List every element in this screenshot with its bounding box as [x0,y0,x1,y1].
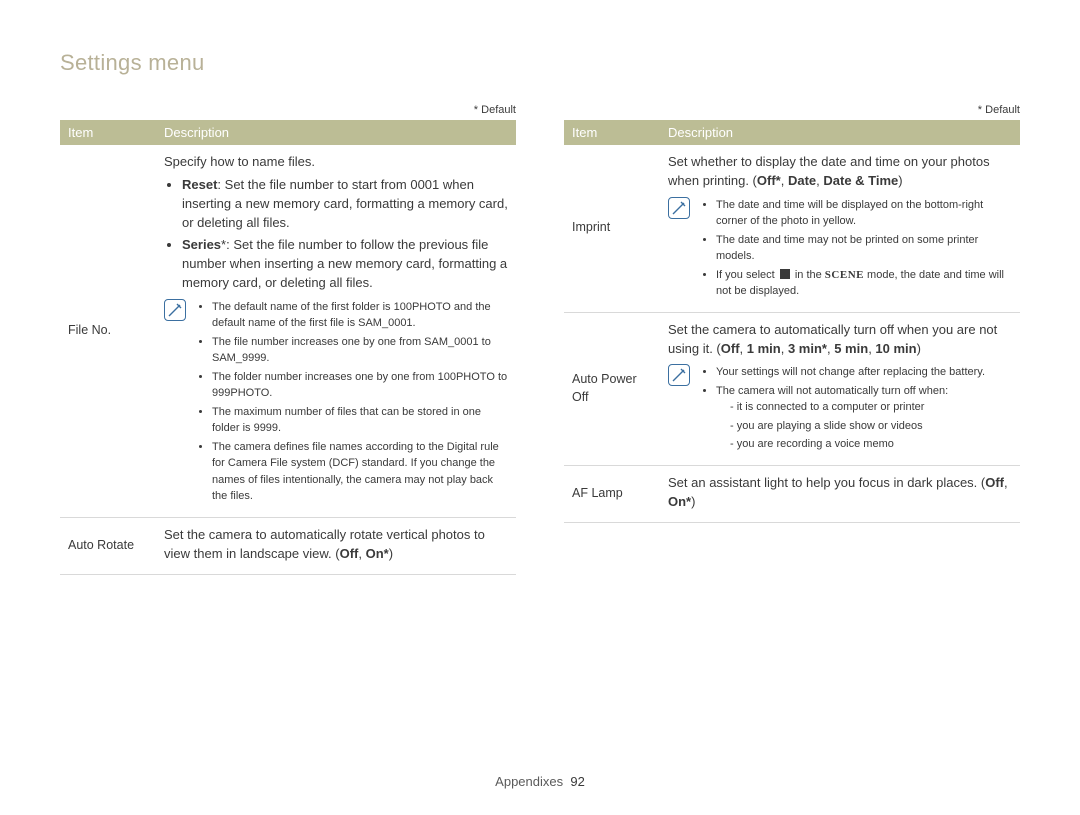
settings-table-left: Item Description File No. Specify how to… [60,120,516,575]
label-af-lamp: AF Lamp [564,465,660,522]
settings-table-right: Item Description Imprint Set whether to … [564,120,1020,523]
default-note-left: * Default [60,104,516,116]
header-item-r: Item [564,120,660,145]
note-icon [668,197,690,219]
right-column: * Default Item Description Imprint Set w… [564,104,1020,575]
file-no-intro: Specify how to name files. [164,153,508,172]
footer-section: Appendixes [495,774,563,789]
desc-imprint: Set whether to display the date and time… [660,145,1020,312]
file-no-reset: Reset: Set the file number to start from… [182,176,508,233]
header-description: Description [156,120,516,145]
footer-page-number: 92 [570,774,584,789]
desc-auto-rotate: Set the camera to automatically rotate v… [156,517,516,574]
default-note-right: * Default [564,104,1020,116]
row-auto-power-off: Auto Power Off Set the camera to automat… [564,312,1020,465]
file-no-notes: The default name of the first folder is … [196,299,508,507]
desc-auto-power-off: Set the camera to automatically turn off… [660,312,1020,465]
label-auto-rotate: Auto Rotate [60,517,156,574]
imprint-notes: The date and time will be displayed on t… [700,197,1012,302]
label-file-no: File No. [60,145,156,517]
left-column: * Default Item Description File No. Spec… [60,104,516,575]
header-description-r: Description [660,120,1020,145]
page-title: Settings menu [60,50,1020,76]
desc-file-no: Specify how to name files. Reset: Set th… [156,145,516,517]
page-footer: Appendixes 92 [0,774,1080,789]
note-icon [668,364,690,386]
file-no-series: Series*: Set the file number to follow t… [182,236,508,293]
frame-icon [780,269,790,279]
row-auto-rotate: Auto Rotate Set the camera to automatica… [60,517,516,574]
header-item: Item [60,120,156,145]
auto-power-notes: Your settings will not change after repl… [700,364,985,455]
row-file-no: File No. Specify how to name files. Rese… [60,145,516,517]
row-af-lamp: AF Lamp Set an assistant light to help y… [564,465,1020,522]
note-icon [164,299,186,321]
row-imprint: Imprint Set whether to display the date … [564,145,1020,312]
desc-af-lamp: Set an assistant light to help you focus… [660,465,1020,522]
content-columns: * Default Item Description File No. Spec… [60,104,1020,575]
label-imprint: Imprint [564,145,660,312]
label-auto-power-off: Auto Power Off [564,312,660,465]
